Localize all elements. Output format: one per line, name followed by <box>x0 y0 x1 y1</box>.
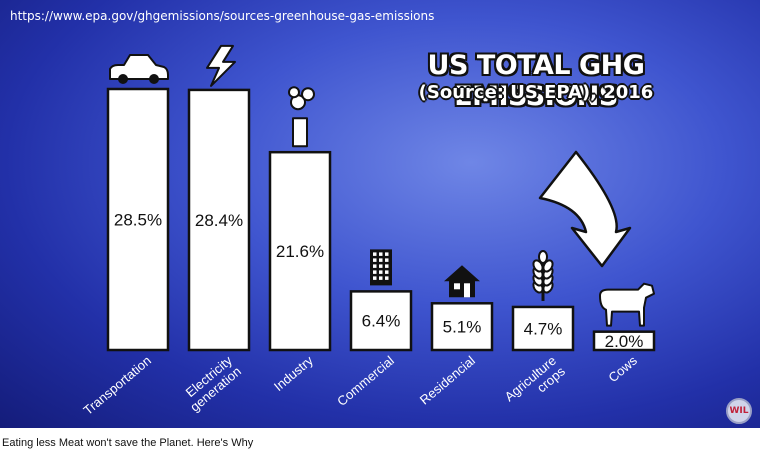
category-label: Cows <box>605 352 640 385</box>
value-label: 6.4% <box>362 312 401 331</box>
bar-chart: 28.5% Transportation 28.4% Electricitygener… <box>80 44 656 418</box>
lightning-icon <box>206 44 236 87</box>
bar-5 <box>511 305 575 352</box>
category-label: Industry <box>271 352 316 394</box>
chart-title: US TOTAL GHG EMISSIONS <box>427 50 645 112</box>
bar-0 <box>106 87 170 352</box>
video-caption: Eating less Meat won't save the Planet. … <box>2 437 254 449</box>
car-icon <box>109 54 169 84</box>
bar-6 <box>592 330 656 352</box>
source-url: https://www.epa.gov/ghgemissions/sources… <box>10 9 435 23</box>
category-label: Agriculturecrops <box>502 352 569 414</box>
value-label: 5.1% <box>443 318 482 337</box>
category-label: Residencial <box>417 353 478 408</box>
value-label: 28.4% <box>195 211 243 230</box>
chart-image: https://www.epa.gov/ghgemissions/sources… <box>0 0 760 428</box>
house-icon <box>444 265 480 298</box>
value-label: 21.6% <box>276 242 324 261</box>
value-label: 2.0% <box>605 332 644 351</box>
wil-logo-icon: WIL <box>726 398 752 424</box>
factory-icon <box>288 86 315 148</box>
category-label: Commercial <box>334 353 397 409</box>
cow-icon <box>599 282 655 327</box>
category-label: Transportation <box>80 353 153 418</box>
bar-3 <box>349 290 413 352</box>
bar-2 <box>268 150 332 352</box>
bar-4 <box>430 302 494 352</box>
category-label: Electricitygeneration <box>178 352 244 414</box>
building-icon <box>370 249 392 286</box>
bar-1 <box>187 88 251 352</box>
chart-subtitle: (Source: US EPA), 2016 <box>418 82 654 103</box>
arrow-annotation-icon <box>538 150 632 268</box>
value-label: 4.7% <box>524 319 563 338</box>
wheat-icon <box>532 249 554 301</box>
value-label: 28.5% <box>114 211 162 230</box>
